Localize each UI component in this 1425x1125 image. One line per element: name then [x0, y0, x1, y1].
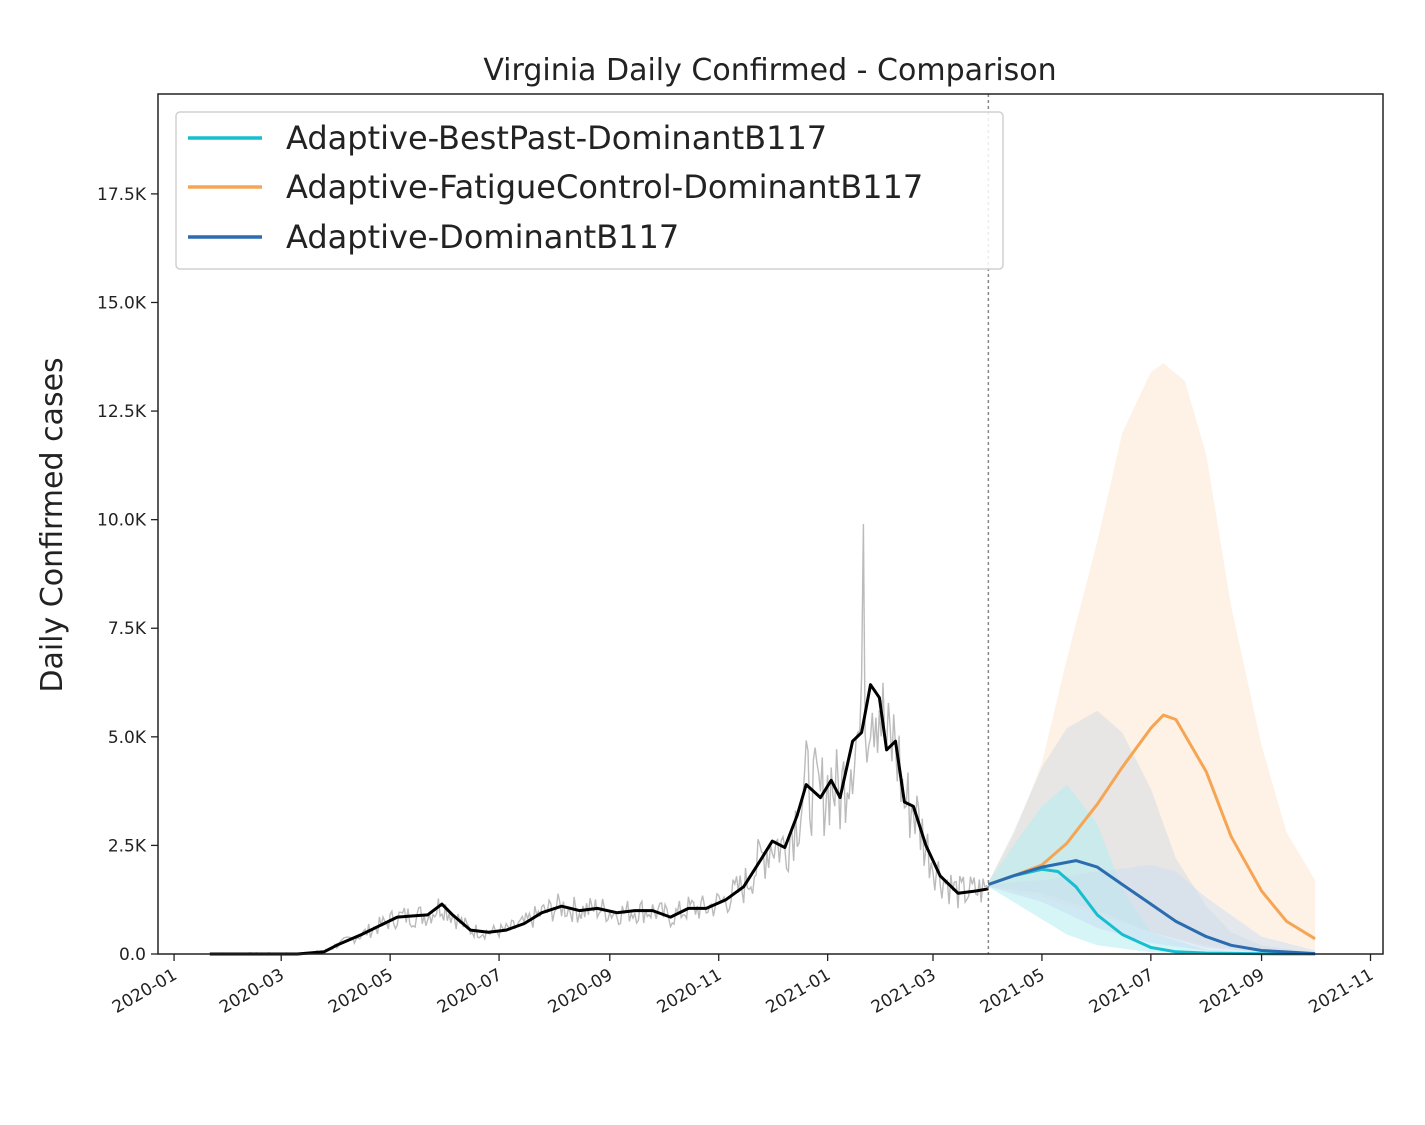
series-line-1: [987, 713, 1316, 941]
y-axis-ticks: 0.0 2.5K 5.0K 7.5K 10.0K 12.5K 15.0K 17.5K: [97, 185, 158, 965]
confidence-bands: [988, 363, 1316, 954]
y-tick-label: 7.5K: [108, 619, 147, 639]
x-tick-label: 2020-05: [325, 965, 397, 1018]
legend-label-dominantb117: Adaptive-DominantB117: [286, 218, 679, 256]
plot-area-frame: [157, 93, 1384, 955]
y-tick-label: 2.5K: [108, 836, 147, 856]
observed-raw-line: [209, 523, 990, 955]
x-axis-ticks: 2020-01 2020-03 2020-05 2020-07 2020-09 2020-…: [109, 954, 1377, 1018]
observed-line: [209, 683, 989, 956]
legend: Adaptive-BestPast-DominantB117 Adaptive-…: [175, 111, 1004, 270]
x-tick-label: 2021-09: [1197, 965, 1269, 1018]
x-tick-label: 2021-05: [977, 965, 1049, 1018]
y-tick-label: 5.0K: [108, 728, 147, 748]
legend-box: [175, 111, 1004, 270]
series-lines: [209, 683, 1316, 956]
x-tick-label: 2020-09: [545, 965, 617, 1018]
x-tick-label: 2021-07: [1086, 965, 1158, 1018]
legend-label-bestpast: Adaptive-BestPast-DominantB117: [286, 119, 827, 157]
chart-title: Virginia Daily Confirmed - Comparison: [483, 53, 1056, 88]
series-line-0: [987, 867, 1316, 956]
x-tick-label: 2021-11: [1305, 965, 1377, 1018]
x-tick-label: 2021-03: [868, 965, 940, 1018]
y-axis-label: Daily Confirmed cases: [35, 357, 70, 692]
x-tick-label: 2020-01: [109, 965, 181, 1018]
y-tick-label: 17.5K: [97, 185, 147, 205]
x-tick-label: 2020-07: [434, 965, 506, 1018]
y-tick-label: 10.0K: [97, 511, 147, 531]
x-tick-label: 2020-11: [654, 965, 726, 1018]
x-tick-label: 2021-01: [763, 965, 835, 1018]
y-tick-label: 12.5K: [97, 402, 147, 422]
series-line-2: [987, 859, 1316, 956]
observed-raw-series: [209, 523, 990, 955]
y-tick-label: 0.0: [119, 945, 146, 965]
x-tick-label: 2020-03: [216, 965, 288, 1018]
band-extra: [988, 865, 1316, 954]
y-tick-label: 15.0K: [97, 293, 147, 313]
legend-label-fatiguecontrol: Adaptive-FatigueControl-DominantB117: [286, 168, 923, 206]
